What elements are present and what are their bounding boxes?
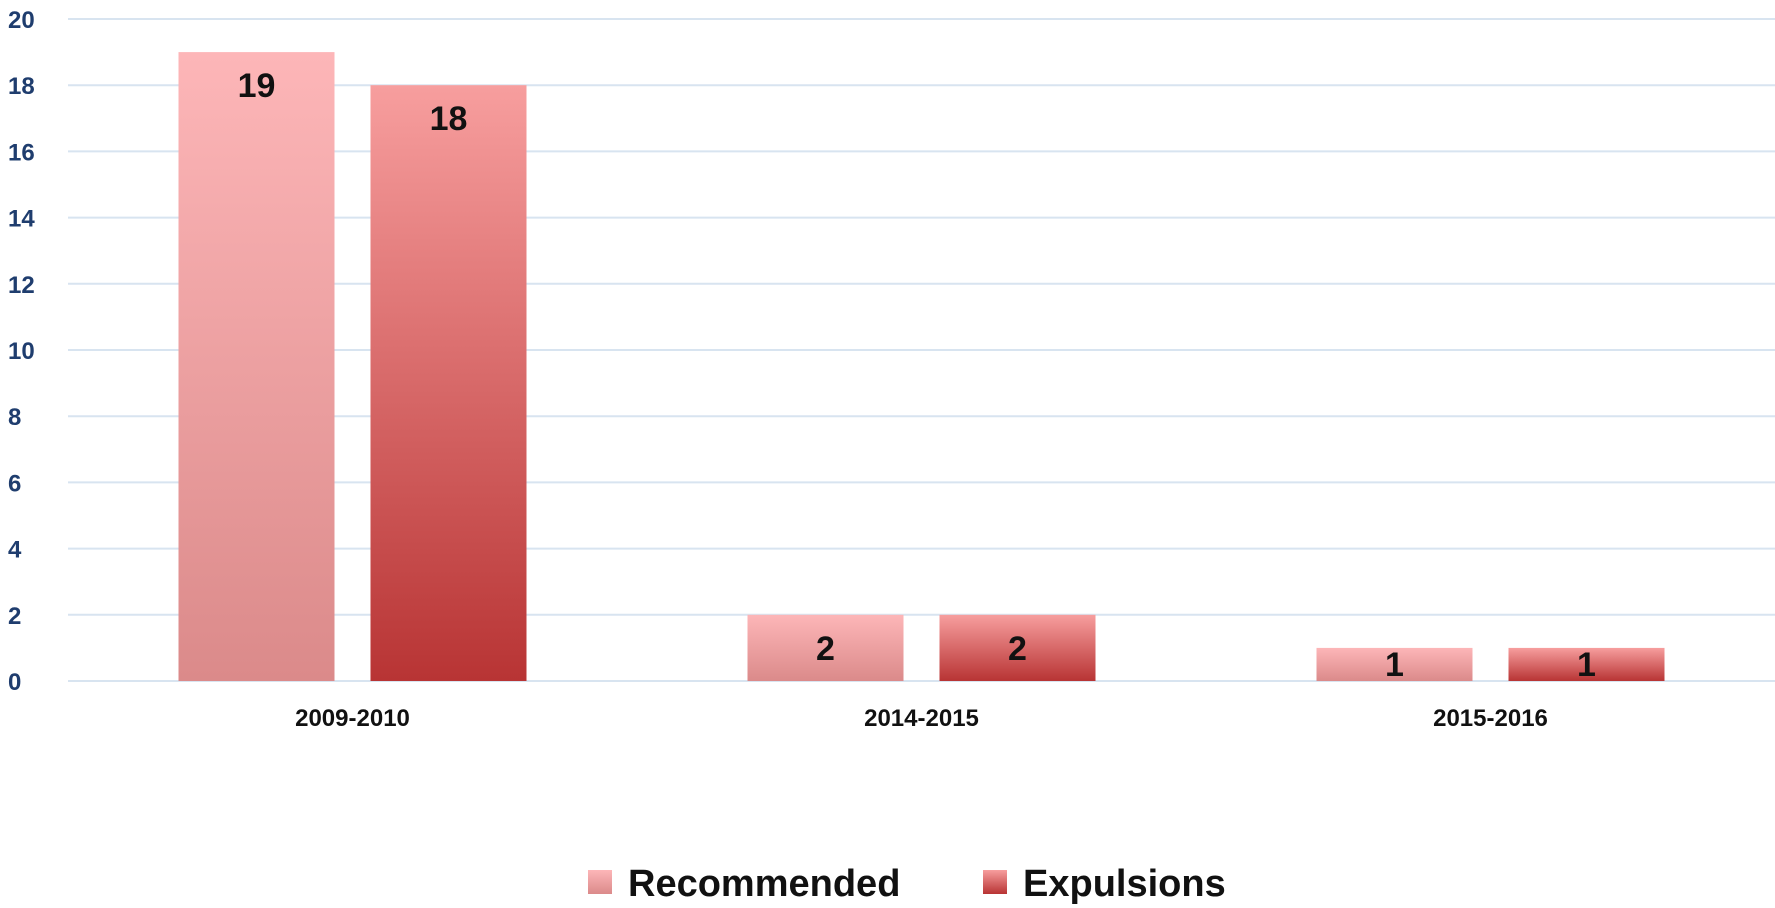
data-labels: 19 18 2 2 1 1 [238,67,1596,684]
x-tick-label: 2014-2015 [864,705,979,732]
bar-recommended-2009-2010 [178,52,335,682]
gridlines [68,18,1775,682]
y-tick-label: 12 [8,272,35,299]
data-label: 2 [816,630,835,668]
y-tick-label: 16 [8,139,35,166]
bar-expulsions-2014-2015 [939,614,1096,681]
y-tick-label: 2 [8,603,21,630]
data-label: 19 [238,67,276,105]
y-tick-label: 8 [8,404,21,431]
y-axis-ticks: 0 2 4 6 8 10 12 14 16 18 20 [8,7,35,696]
bar-expulsions-2009-2010 [370,85,527,681]
y-tick-label: 20 [8,7,35,34]
data-label: 2 [1008,630,1027,668]
legend-label-expulsions: Expulsions [1023,863,1226,905]
data-label: 18 [430,100,468,138]
legend-swatch-recommended [588,870,612,894]
x-axis-ticks: 2009-2010 2014-2015 2015-2016 [295,705,1548,732]
bar-expulsions-2015-2016 [1508,647,1665,681]
legend: Recommended Expulsions [588,863,1226,905]
y-tick-label: 14 [8,206,35,233]
y-tick-label: 0 [8,669,21,696]
y-tick-label: 6 [8,470,21,497]
bar-recommended-2015-2016 [1316,647,1473,681]
data-label: 1 [1385,646,1404,684]
x-tick-label: 2009-2010 [295,705,410,732]
y-tick-label: 4 [8,537,22,564]
y-tick-label: 10 [8,338,35,365]
data-label: 1 [1577,646,1596,684]
bars [178,52,1665,682]
x-tick-label: 2015-2016 [1433,705,1548,732]
y-tick-label: 18 [8,73,35,100]
legend-label-recommended: Recommended [628,863,900,905]
bar-recommended-2014-2015 [747,614,904,681]
legend-swatch-expulsions [983,870,1007,894]
